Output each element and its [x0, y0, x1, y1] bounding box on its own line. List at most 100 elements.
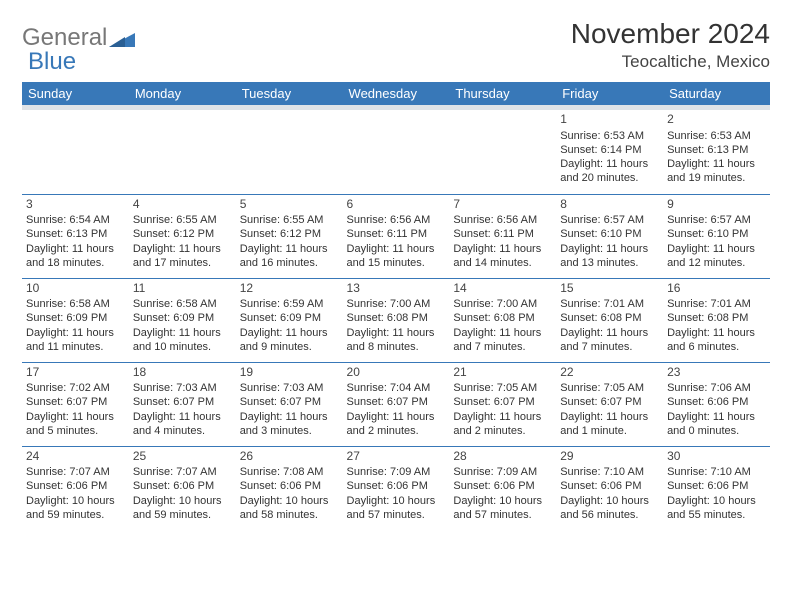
- day-number: 7: [453, 197, 552, 213]
- day-number: 10: [26, 281, 125, 297]
- day-number: 21: [453, 365, 552, 381]
- daylight-text: and 19 minutes.: [667, 171, 766, 185]
- daylight-text: and 10 minutes.: [133, 340, 232, 354]
- calendar-week-row: 10Sunrise: 6:58 AMSunset: 6:09 PMDayligh…: [22, 278, 770, 362]
- daylight-text: and 57 minutes.: [347, 508, 446, 522]
- calendar-day-cell: 22Sunrise: 7:05 AMSunset: 6:07 PMDayligh…: [556, 362, 663, 446]
- sunrise-text: Sunrise: 6:56 AM: [347, 213, 446, 227]
- daylight-text: Daylight: 11 hours: [133, 242, 232, 256]
- day-number: 16: [667, 281, 766, 297]
- daylight-text: Daylight: 11 hours: [667, 157, 766, 171]
- daylight-text: and 0 minutes.: [667, 424, 766, 438]
- weekday-header-row: Sunday Monday Tuesday Wednesday Thursday…: [22, 82, 770, 105]
- day-number: 18: [133, 365, 232, 381]
- sunrise-text: Sunrise: 7:07 AM: [133, 465, 232, 479]
- sunrise-text: Sunrise: 6:59 AM: [240, 297, 339, 311]
- sunset-text: Sunset: 6:06 PM: [560, 479, 659, 493]
- sunrise-text: Sunrise: 7:09 AM: [347, 465, 446, 479]
- sunset-text: Sunset: 6:06 PM: [667, 479, 766, 493]
- sunset-text: Sunset: 6:10 PM: [667, 227, 766, 241]
- day-number: 26: [240, 449, 339, 465]
- daylight-text: Daylight: 10 hours: [560, 494, 659, 508]
- weekday-header: Saturday: [663, 82, 770, 105]
- brand-logo: General: [22, 18, 135, 52]
- daylight-text: and 12 minutes.: [667, 256, 766, 270]
- calendar-day-cell: 11Sunrise: 6:58 AMSunset: 6:09 PMDayligh…: [129, 278, 236, 362]
- daylight-text: and 20 minutes.: [560, 171, 659, 185]
- calendar-week-row: 17Sunrise: 7:02 AMSunset: 6:07 PMDayligh…: [22, 362, 770, 446]
- daylight-text: Daylight: 11 hours: [240, 326, 339, 340]
- daylight-text: Daylight: 11 hours: [347, 242, 446, 256]
- calendar-day-cell: 19Sunrise: 7:03 AMSunset: 6:07 PMDayligh…: [236, 362, 343, 446]
- daylight-text: Daylight: 11 hours: [347, 410, 446, 424]
- weekday-header: Monday: [129, 82, 236, 105]
- day-number: 30: [667, 449, 766, 465]
- calendar-day-cell: 6Sunrise: 6:56 AMSunset: 6:11 PMDaylight…: [343, 194, 450, 278]
- calendar-day-cell: 10Sunrise: 6:58 AMSunset: 6:09 PMDayligh…: [22, 278, 129, 362]
- sunrise-text: Sunrise: 6:53 AM: [667, 129, 766, 143]
- daylight-text: and 59 minutes.: [133, 508, 232, 522]
- day-number: 23: [667, 365, 766, 381]
- daylight-text: Daylight: 11 hours: [133, 410, 232, 424]
- calendar-day-cell: 16Sunrise: 7:01 AMSunset: 6:08 PMDayligh…: [663, 278, 770, 362]
- sunrise-text: Sunrise: 6:55 AM: [240, 213, 339, 227]
- calendar-day-cell: 27Sunrise: 7:09 AMSunset: 6:06 PMDayligh…: [343, 446, 450, 530]
- calendar-day-cell: 12Sunrise: 6:59 AMSunset: 6:09 PMDayligh…: [236, 278, 343, 362]
- day-number: 14: [453, 281, 552, 297]
- sunrise-text: Sunrise: 6:54 AM: [26, 213, 125, 227]
- calendar-day-cell: 25Sunrise: 7:07 AMSunset: 6:06 PMDayligh…: [129, 446, 236, 530]
- sunset-text: Sunset: 6:06 PM: [133, 479, 232, 493]
- sunset-text: Sunset: 6:07 PM: [26, 395, 125, 409]
- calendar-day-cell: 17Sunrise: 7:02 AMSunset: 6:07 PMDayligh…: [22, 362, 129, 446]
- weekday-header: Sunday: [22, 82, 129, 105]
- sunrise-text: Sunrise: 7:07 AM: [26, 465, 125, 479]
- daylight-text: Daylight: 11 hours: [453, 242, 552, 256]
- sunset-text: Sunset: 6:11 PM: [347, 227, 446, 241]
- sunset-text: Sunset: 6:12 PM: [240, 227, 339, 241]
- daylight-text: and 58 minutes.: [240, 508, 339, 522]
- sunset-text: Sunset: 6:11 PM: [453, 227, 552, 241]
- daylight-text: and 8 minutes.: [347, 340, 446, 354]
- daylight-text: Daylight: 11 hours: [26, 326, 125, 340]
- sunset-text: Sunset: 6:09 PM: [240, 311, 339, 325]
- daylight-text: Daylight: 11 hours: [667, 326, 766, 340]
- calendar-day-cell: [22, 110, 129, 194]
- calendar-week-row: 1Sunrise: 6:53 AMSunset: 6:14 PMDaylight…: [22, 110, 770, 194]
- daylight-text: Daylight: 11 hours: [560, 242, 659, 256]
- sunrise-text: Sunrise: 7:10 AM: [560, 465, 659, 479]
- sunrise-text: Sunrise: 7:08 AM: [240, 465, 339, 479]
- day-number: 8: [560, 197, 659, 213]
- daylight-text: Daylight: 11 hours: [133, 326, 232, 340]
- calendar-day-cell: 1Sunrise: 6:53 AMSunset: 6:14 PMDaylight…: [556, 110, 663, 194]
- brand-part2: Blue: [28, 48, 76, 76]
- weekday-header: Wednesday: [343, 82, 450, 105]
- day-number: 1: [560, 112, 659, 128]
- daylight-text: Daylight: 10 hours: [453, 494, 552, 508]
- weekday-header: Thursday: [449, 82, 556, 105]
- day-number: 2: [667, 112, 766, 128]
- calendar-day-cell: 15Sunrise: 7:01 AMSunset: 6:08 PMDayligh…: [556, 278, 663, 362]
- calendar-day-cell: 21Sunrise: 7:05 AMSunset: 6:07 PMDayligh…: [449, 362, 556, 446]
- daylight-text: and 59 minutes.: [26, 508, 125, 522]
- header: General November 2024 Teocaltiche, Mexic…: [22, 18, 770, 72]
- calendar-day-cell: 30Sunrise: 7:10 AMSunset: 6:06 PMDayligh…: [663, 446, 770, 530]
- calendar-day-cell: 24Sunrise: 7:07 AMSunset: 6:06 PMDayligh…: [22, 446, 129, 530]
- daylight-text: Daylight: 10 hours: [667, 494, 766, 508]
- daylight-text: Daylight: 10 hours: [133, 494, 232, 508]
- day-number: 19: [240, 365, 339, 381]
- sunrise-text: Sunrise: 6:55 AM: [133, 213, 232, 227]
- calendar-day-cell: 20Sunrise: 7:04 AMSunset: 6:07 PMDayligh…: [343, 362, 450, 446]
- day-number: 28: [453, 449, 552, 465]
- sunrise-text: Sunrise: 7:05 AM: [560, 381, 659, 395]
- day-number: 15: [560, 281, 659, 297]
- daylight-text: Daylight: 11 hours: [453, 410, 552, 424]
- day-number: 25: [133, 449, 232, 465]
- sunrise-text: Sunrise: 6:58 AM: [26, 297, 125, 311]
- calendar-day-cell: 7Sunrise: 6:56 AMSunset: 6:11 PMDaylight…: [449, 194, 556, 278]
- daylight-text: and 1 minute.: [560, 424, 659, 438]
- daylight-text: and 9 minutes.: [240, 340, 339, 354]
- daylight-text: Daylight: 11 hours: [347, 326, 446, 340]
- sunrise-text: Sunrise: 6:57 AM: [667, 213, 766, 227]
- daylight-text: and 6 minutes.: [667, 340, 766, 354]
- sunrise-text: Sunrise: 6:56 AM: [453, 213, 552, 227]
